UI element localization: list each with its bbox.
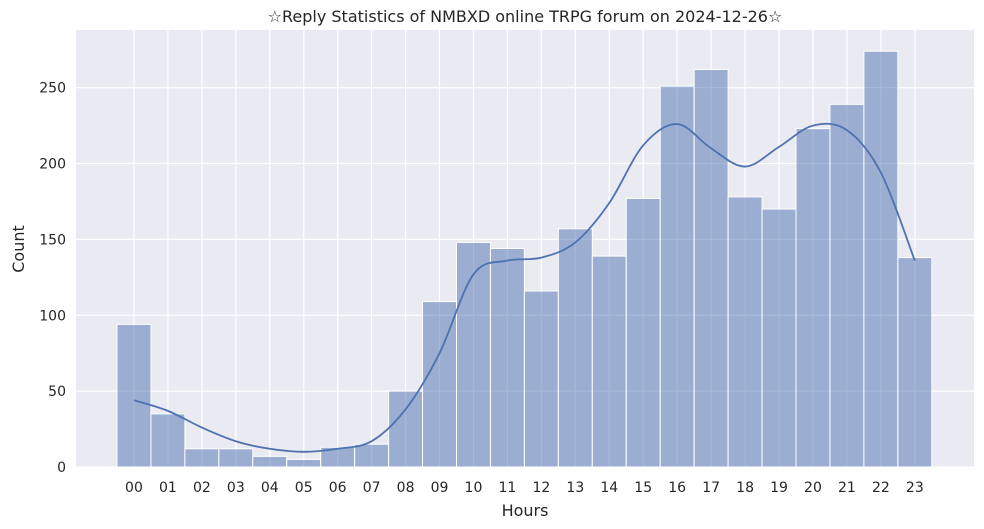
x-tick-label: 23	[906, 480, 924, 496]
bar-11	[489, 248, 525, 468]
bar-01	[150, 413, 186, 468]
y-tick-label: 100	[39, 308, 66, 324]
bar-18	[727, 196, 763, 468]
x-tick-label: 12	[532, 480, 550, 496]
bar-21	[829, 103, 865, 468]
x-tick-label: 09	[431, 480, 449, 496]
x-tick-label: 16	[668, 480, 686, 496]
bar-19	[761, 208, 797, 468]
bars	[116, 50, 933, 468]
x-tick-label: 15	[634, 480, 652, 496]
x-tick-label: 03	[227, 480, 245, 496]
bar-07	[354, 443, 390, 468]
bar-20	[795, 128, 831, 468]
x-tick-label: 02	[193, 480, 211, 496]
bar-00	[116, 323, 152, 468]
x-tick-labels: 00 01 02 03 04 05 06 07 08 09 10 11 12 13 14 15 16 17 18 19…	[125, 480, 924, 496]
bar-22	[863, 50, 899, 468]
bar-16	[659, 85, 695, 468]
bar-05	[286, 458, 322, 468]
y-tick-labels: 0 50 100 150 200 250	[39, 81, 66, 476]
x-tick-label: 01	[159, 480, 177, 496]
x-tick-label: 00	[125, 480, 143, 496]
y-tick-label: 150	[39, 232, 66, 248]
x-axis-label: Hours	[502, 501, 549, 520]
x-tick-label: 14	[600, 480, 618, 496]
y-axis-label: Count	[9, 225, 28, 273]
x-tick-label: 08	[397, 480, 415, 496]
x-tick-label: 05	[295, 480, 313, 496]
y-tick-label: 0	[57, 460, 66, 476]
x-tick-label: 22	[872, 480, 890, 496]
x-tick-label: 04	[261, 480, 279, 496]
bar-14	[591, 255, 627, 468]
chart-title: ☆Reply Statistics of NMBXD online TRPG f…	[268, 7, 783, 26]
x-tick-label: 17	[702, 480, 720, 496]
bar-08	[388, 390, 424, 468]
bar-13	[557, 228, 593, 468]
x-tick-label: 07	[363, 480, 381, 496]
x-tick-label: 18	[736, 480, 754, 496]
bar-04	[252, 455, 288, 468]
bar-10	[456, 241, 491, 468]
y-tick-label: 200	[39, 157, 66, 173]
bar-23	[897, 257, 933, 468]
x-tick-label: 19	[770, 480, 788, 496]
kde-line	[133, 122, 916, 453]
bar-02	[184, 448, 220, 468]
bar-17	[693, 68, 729, 468]
bar-12	[523, 290, 559, 468]
y-tick-label: 50	[48, 384, 66, 400]
y-tick-label: 250	[39, 81, 66, 97]
x-tick-label: 21	[838, 480, 856, 496]
x-tick-label: 11	[499, 480, 517, 496]
x-tick-label: 10	[465, 480, 483, 496]
x-tick-label: 20	[804, 480, 822, 496]
x-tick-label: 13	[566, 480, 584, 496]
x-tick-label: 06	[329, 480, 347, 496]
bar-03	[218, 448, 254, 468]
bar-15	[625, 197, 661, 468]
